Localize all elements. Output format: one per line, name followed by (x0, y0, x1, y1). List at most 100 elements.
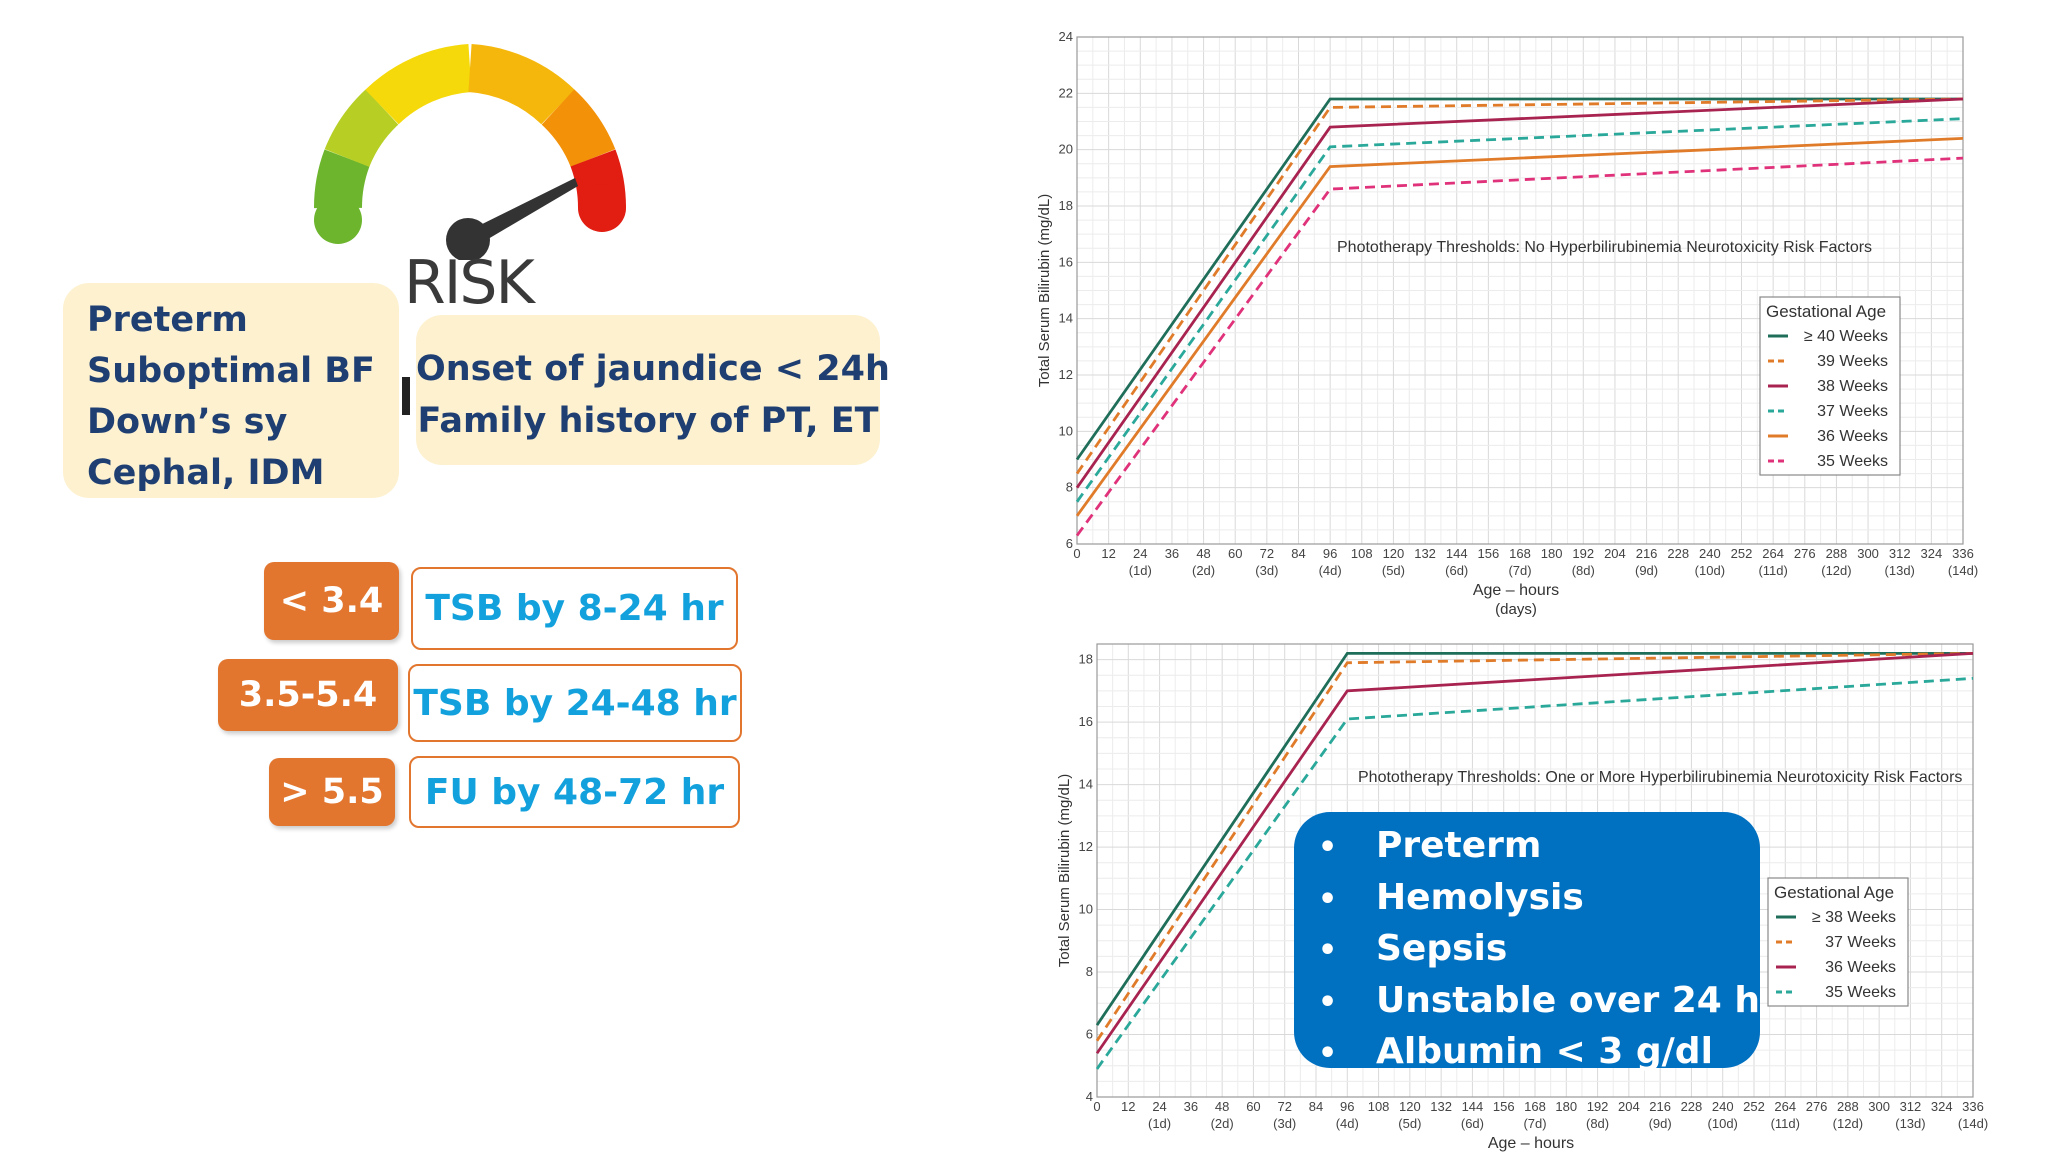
x-tick-label: 84 (1309, 1099, 1323, 1114)
bullet-icon: • (1318, 830, 1338, 865)
y-tick-label: 16 (1059, 254, 1073, 269)
risk-factor: Suboptimal BF (87, 351, 375, 391)
risk-factor: Onset of jaundice < 24h (416, 349, 890, 389)
legend-entry: 36 Weeks (1825, 959, 1896, 976)
x-tick-label: 60 (1246, 1099, 1260, 1114)
x-tick-label: 336 (1962, 1099, 1984, 1114)
series-line (1075, 117, 1964, 503)
x-tick-label: 96 (1323, 546, 1337, 561)
chart-no-risk-factors: 0 12 24 36 48 60 72 84 96 108 120 132 144 156 168 180 19… (1036, 29, 1978, 618)
y-axis-label: Total Serum Bilirubin (mg/dL) (1056, 774, 1073, 967)
y-tick-label: 24 (1059, 29, 1073, 44)
x-tick-day-label: (3d) (1273, 1116, 1296, 1131)
x-tick-day-label: (11d) (1771, 1116, 1800, 1131)
action-box: TSB by 24-48 hr (408, 664, 742, 742)
legend-entry: 35 Weeks (1825, 984, 1896, 1001)
x-tick-day-label: (8d) (1572, 563, 1595, 578)
y-tick-label: 10 (1079, 902, 1093, 917)
x-tick-label: 300 (1857, 546, 1879, 561)
gauge-segment-yellow (365, 44, 473, 125)
neurotoxicity-factors-box: • Preterm • Hemolysis • Sepsis • Unstable ov… (1294, 812, 1760, 1072)
list-item: • Sepsis (1318, 923, 1760, 975)
x-tick-label: 168 (1509, 546, 1531, 561)
y-tick-label: 20 (1059, 142, 1073, 157)
series-line (1095, 676, 1974, 1070)
plot-frame (1076, 36, 1964, 545)
legend-entry: ≥ 38 Weeks (1812, 909, 1896, 926)
x-tick-day-label: (5d) (1382, 563, 1405, 578)
y-tick-label: 22 (1059, 85, 1073, 100)
x-tick-day-label: (13d) (1895, 1116, 1925, 1131)
risk-factor: Down’s sy (87, 402, 288, 442)
x-tick-label: 276 (1794, 546, 1816, 561)
x-tick-label: 288 (1837, 1099, 1859, 1114)
y-tick-label: 10 (1059, 423, 1073, 438)
y-tick-label: 12 (1079, 839, 1093, 854)
risk-factors-right: Onset of jaundice < 24h Family history o… (416, 315, 890, 465)
gauge-segment-amber (467, 44, 575, 125)
value-box: < 3.4 (264, 562, 399, 640)
risk-factors-left: Preterm Suboptimal BF Down’s sy Cephal, … (63, 283, 399, 498)
x-tick-label: 324 (1931, 1099, 1953, 1114)
y-tick-label: 8 (1066, 480, 1073, 495)
x-tick-label: 228 (1681, 1099, 1703, 1114)
x-tick-label: 108 (1351, 546, 1373, 561)
x-tick-label: 204 (1604, 546, 1626, 561)
x-tick-label: 252 (1743, 1099, 1765, 1114)
x-tick-label: 336 (1952, 546, 1974, 561)
x-tick-label: 48 (1196, 546, 1210, 561)
gauge-segment-orange (541, 89, 616, 168)
value-box: > 5.5 (269, 758, 395, 826)
x-tick-day-label: (7d) (1523, 1116, 1546, 1131)
x-tick-label: 300 (1868, 1099, 1890, 1114)
x-tick-day-label: (11d) (1758, 563, 1787, 578)
x-tick-day-label: (10d) (1695, 563, 1725, 578)
series-line (1075, 97, 1964, 475)
legend-entry: 38 Weeks (1817, 378, 1888, 395)
gauge-segment-lightgreen (324, 89, 399, 168)
x-tick-day-label: (13d) (1885, 563, 1915, 578)
x-tick-label: 192 (1572, 546, 1594, 561)
series-line (1075, 97, 1964, 489)
list-item: • Hemolysis (1318, 872, 1760, 924)
series-line (1095, 651, 1974, 1042)
action-box: TSB by 8-24 hr (411, 567, 738, 650)
x-tick-label: 156 (1478, 546, 1500, 561)
x-tick-day-label: (8d) (1586, 1116, 1609, 1131)
list-item: • Albumin < 3 g/dl (1318, 1026, 1760, 1078)
x-tick-day-label: (2d) (1192, 563, 1215, 578)
action-box: FU by 48-72 hr (409, 756, 740, 828)
series-line (1075, 97, 1963, 461)
x-tick-label: 252 (1731, 546, 1753, 561)
x-tick-label: 0 (1073, 546, 1080, 561)
x-tick-day-label: (5d) (1398, 1116, 1421, 1131)
x-tick-label: 48 (1215, 1099, 1229, 1114)
x-tick-day-label: (7d) (1508, 563, 1531, 578)
x-tick-label: 144 (1446, 546, 1468, 561)
x-tick-label: 240 (1699, 546, 1721, 561)
x-tick-label: 144 (1462, 1099, 1484, 1114)
y-tick-label: 4 (1086, 1089, 1093, 1104)
series-line (1075, 156, 1964, 537)
gauge-hub (446, 218, 490, 260)
risk-factor: Preterm (87, 300, 248, 340)
x-tick-day-label: (14d) (1958, 1116, 1988, 1131)
x-tick-label: 312 (1900, 1099, 1922, 1114)
gauge-needle (460, 178, 578, 252)
bullet-icon: • (1318, 1036, 1338, 1071)
x-tick-label: 72 (1260, 546, 1274, 561)
chart-annotation: Phototherapy Thresholds: One or More Hyp… (1358, 769, 1962, 786)
x-tick-label: 36 (1165, 546, 1179, 561)
x-tick-label: 168 (1524, 1099, 1546, 1114)
risk-factor: Family history of PT, ET (417, 401, 879, 441)
x-tick-label: 0 (1093, 1099, 1100, 1114)
x-tick-label: 228 (1667, 546, 1689, 561)
x-tick-label: 24 (1133, 546, 1147, 561)
x-tick-label: 216 (1649, 1099, 1671, 1114)
list-item: • Unstable over 24 h (1318, 975, 1760, 1027)
y-tick-label: 18 (1059, 198, 1073, 213)
x-tick-day-label: (14d) (1948, 563, 1978, 578)
x-axis-label: Age – hours (1488, 1135, 1574, 1152)
x-tick-label: 180 (1555, 1099, 1577, 1114)
x-tick-label: 84 (1291, 546, 1305, 561)
